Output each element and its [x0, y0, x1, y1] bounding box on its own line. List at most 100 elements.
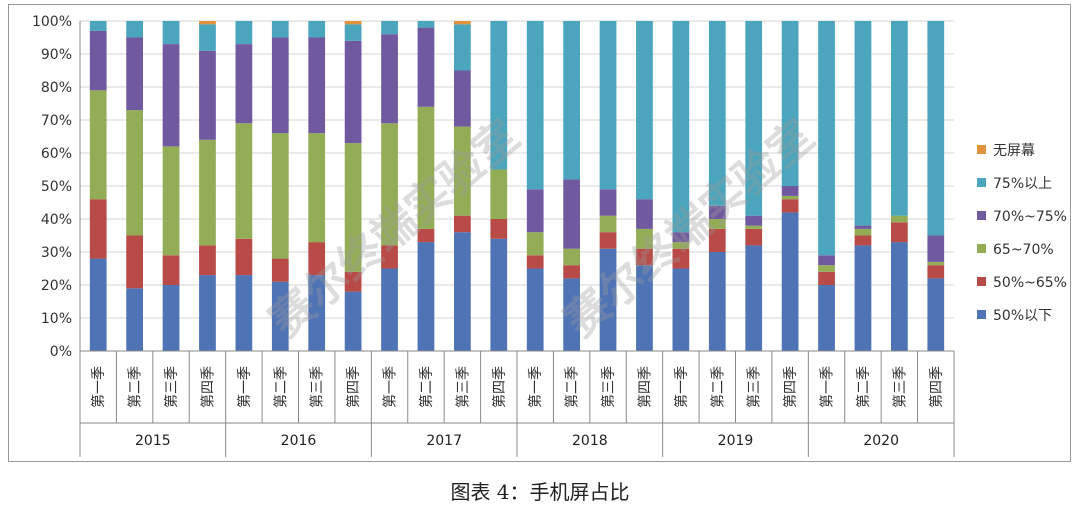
bar-segment	[381, 268, 398, 351]
bar-segment	[599, 189, 617, 216]
y-tick-label: 40%	[41, 212, 72, 228]
bar-segment	[818, 271, 835, 285]
bar-segment	[636, 265, 653, 351]
bar-segment	[563, 21, 581, 180]
legend-label: 70%~75%	[993, 209, 1067, 225]
bar-segment	[235, 238, 253, 276]
x-tick-label-quarter: 第四季	[636, 366, 653, 408]
legend-swatch	[977, 277, 986, 286]
x-tick-label-year: 2020	[863, 433, 899, 449]
bar-segment	[818, 255, 835, 266]
bar-segment	[818, 265, 835, 272]
bar-segment	[745, 215, 763, 226]
bar-segment	[271, 133, 289, 259]
bar-segment	[344, 21, 362, 25]
x-tick-label-quarter: 第四季	[491, 366, 508, 408]
x-tick-label-quarter: 第一季	[673, 366, 690, 408]
bar-segment	[708, 252, 726, 351]
x-tick-label-quarter: 第四季	[928, 366, 945, 408]
x-tick-label-quarter: 第三季	[163, 366, 180, 408]
bar-segment	[89, 21, 107, 31]
bar-segment	[563, 179, 581, 249]
bar-segment	[890, 215, 908, 223]
legend-swatch	[977, 178, 986, 187]
bar-segment	[417, 228, 435, 243]
bar-segment	[781, 186, 799, 196]
bar-segment	[599, 248, 617, 351]
y-tick-label: 60%	[41, 146, 72, 162]
legend-label: 50%以下	[993, 308, 1052, 324]
bar-segment	[854, 235, 872, 246]
x-tick-label-quarter: 第三季	[454, 366, 471, 408]
y-tick-label: 30%	[41, 245, 72, 261]
y-tick-label: 50%	[41, 179, 72, 195]
x-tick-label-quarter: 第一季	[90, 366, 107, 408]
bar-segment	[126, 288, 144, 351]
bar-segment	[271, 258, 289, 282]
bar-segment	[308, 21, 326, 38]
bar-segment	[453, 21, 471, 25]
bar-segment	[672, 242, 690, 249]
bar-segment	[89, 90, 107, 200]
bar-segment	[162, 146, 180, 256]
bar-segment	[672, 232, 690, 243]
bar-segment	[344, 271, 362, 292]
bar-segment	[708, 219, 726, 229]
x-tick-label-year: 2019	[718, 433, 754, 449]
bar-segment	[890, 21, 908, 216]
bar-segment	[781, 212, 799, 351]
bar-segment	[308, 133, 326, 243]
bar-segment	[381, 34, 398, 124]
bar-segment	[453, 126, 471, 216]
bar-segment	[818, 21, 835, 256]
bar-segment	[818, 285, 835, 351]
bar-segment	[199, 24, 216, 51]
legend-swatch	[977, 244, 986, 253]
bar-segment	[271, 21, 289, 38]
bar-segment	[453, 215, 471, 233]
bar-segment	[162, 44, 180, 147]
bar-segment	[672, 248, 690, 269]
bar-segment	[490, 169, 508, 219]
x-tick-label-quarter: 第三季	[891, 366, 908, 408]
x-tick-label-quarter: 第三季	[746, 366, 763, 408]
chart-frame: 0% 10% 20% 30% 40% 50% 60% 70% 80% 90% 100% 赛尔终端实验室…	[8, 4, 1071, 462]
x-tick-label-year: 2018	[572, 433, 608, 449]
bar-segment	[781, 199, 799, 213]
bar-segment	[781, 21, 799, 186]
bar-segment	[708, 21, 726, 206]
bar-segment	[636, 228, 653, 249]
bar-segment	[308, 275, 326, 351]
bar-segment	[599, 232, 617, 249]
x-tick-label-quarter: 第二季	[418, 366, 435, 408]
bar-segment	[745, 228, 763, 246]
legend-swatch	[977, 310, 986, 319]
x-tick-label-quarter: 第四季	[345, 366, 362, 408]
bar-segment	[672, 21, 690, 233]
bar-segment	[927, 278, 945, 351]
x-tick-label-year: 2017	[426, 433, 462, 449]
x-tick-label-quarter: 第二季	[564, 366, 581, 408]
x-tick-label-quarter: 第一季	[527, 366, 544, 408]
bar-segment	[563, 265, 581, 279]
bar-segment	[563, 248, 581, 266]
x-tick-label-quarter: 第四季	[199, 366, 216, 408]
bar-segment	[745, 21, 763, 216]
bar-segment	[271, 37, 289, 134]
bar-segment	[526, 268, 544, 351]
bar-segment	[235, 44, 253, 124]
bar-segment	[854, 225, 872, 229]
bar-segment	[599, 21, 617, 190]
bar-segment	[199, 245, 216, 276]
bar-segment	[745, 225, 763, 229]
y-tick-label: 80%	[41, 80, 72, 96]
legend-swatch	[977, 211, 986, 220]
bar-segment	[235, 21, 253, 45]
bar-segment	[636, 199, 653, 229]
bar-segment	[417, 21, 435, 28]
y-tick-label: 20%	[41, 278, 72, 294]
bar-segment	[162, 21, 180, 45]
bar-segment	[854, 228, 872, 236]
bar-segment	[745, 245, 763, 351]
x-tick-label-quarter: 第二季	[272, 366, 289, 408]
